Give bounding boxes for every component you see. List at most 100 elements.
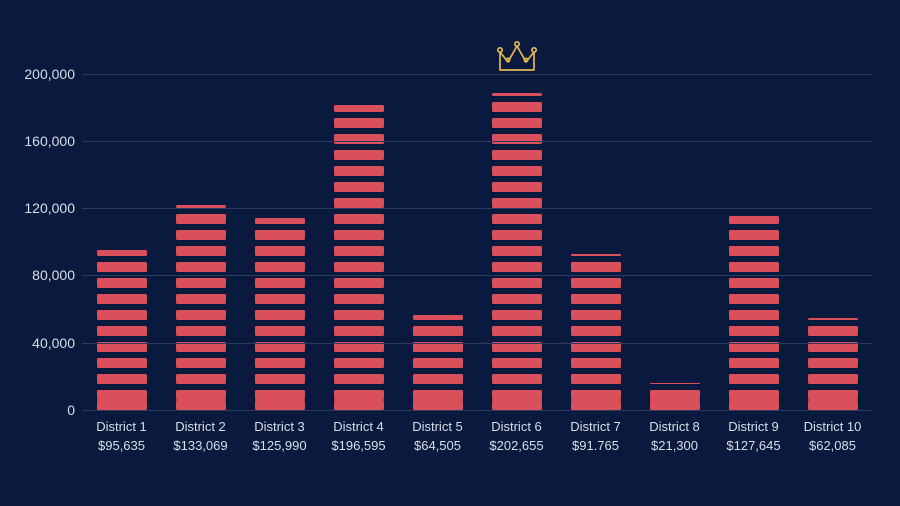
bar-slot [176, 40, 226, 410]
bar-segment [255, 246, 305, 256]
bar [97, 244, 147, 410]
bar-segment [334, 198, 384, 208]
bar-segment [492, 326, 542, 336]
bar-segment [492, 310, 542, 320]
bar-segment [808, 400, 858, 410]
bar-segment [413, 390, 463, 400]
bar-segment [334, 262, 384, 272]
bar-segment-partial [334, 105, 384, 112]
bar-segment [334, 134, 384, 144]
bar-segment [255, 310, 305, 320]
bar-segment [176, 374, 226, 384]
bar-segment [492, 198, 542, 208]
bars-container [82, 40, 872, 410]
bar-segment [413, 400, 463, 410]
category-value: $95,635 [96, 437, 147, 456]
bar [255, 212, 305, 410]
bar-segment [334, 166, 384, 176]
category-value: $91.765 [570, 437, 621, 456]
bar-slot [334, 40, 384, 410]
gridline [82, 275, 872, 276]
x-tick-label: District 1$95,635 [96, 418, 147, 456]
bar [808, 312, 858, 410]
bar-segment-partial [808, 318, 858, 320]
category-value: $202,655 [489, 437, 543, 456]
bar-slot [808, 40, 858, 410]
bar [176, 199, 226, 410]
bar-segment [729, 390, 779, 400]
bar-segment [176, 262, 226, 272]
bar-segment [492, 166, 542, 176]
y-tick-label: 200,000 [5, 66, 75, 82]
bar-segment [729, 358, 779, 368]
category-name: District 7 [570, 418, 621, 437]
bar-segment [334, 278, 384, 288]
bar-segment [571, 390, 621, 400]
bar-slot [413, 40, 463, 410]
bar-segment [729, 246, 779, 256]
category-name: District 2 [173, 418, 227, 437]
bar-segment [176, 310, 226, 320]
bar-segment [97, 374, 147, 384]
bar-segment [571, 278, 621, 288]
bar [413, 309, 463, 410]
bar-segment-partial [255, 218, 305, 224]
bar-segment [176, 400, 226, 410]
bar-segment [334, 230, 384, 240]
bar-segment [492, 182, 542, 192]
bar-segment [492, 102, 542, 112]
bar-segment [334, 400, 384, 410]
bar-segment [334, 182, 384, 192]
bar-segment-partial [492, 93, 542, 96]
bar-segment [97, 310, 147, 320]
bar-segment [729, 294, 779, 304]
bar-segment [97, 390, 147, 400]
bar-segment [492, 374, 542, 384]
bar-segment-partial [729, 216, 779, 224]
category-value: $133,069 [173, 437, 227, 456]
gridline [82, 74, 872, 75]
y-tick-label: 120,000 [5, 200, 75, 216]
bar-segment [413, 374, 463, 384]
category-value: $62,085 [804, 437, 862, 456]
category-name: District 4 [331, 418, 385, 437]
category-name: District 3 [252, 418, 306, 437]
bar-segment [255, 390, 305, 400]
bar-segment [571, 400, 621, 410]
bar-segment [176, 246, 226, 256]
category-name: District 9 [726, 418, 780, 437]
bar-slot [729, 40, 779, 410]
bar-segment [255, 262, 305, 272]
y-tick-label: 40,000 [5, 335, 75, 351]
bar-segment [255, 326, 305, 336]
bar-segment [650, 400, 700, 410]
bar-segment [97, 294, 147, 304]
category-name: District 8 [649, 418, 700, 437]
bar-segment [334, 390, 384, 400]
bar-segment [808, 326, 858, 336]
x-tick-label: District 5$64,505 [412, 418, 463, 456]
baseline [82, 410, 872, 411]
bar-segment [650, 390, 700, 400]
bar-segment [729, 262, 779, 272]
bar [492, 87, 542, 410]
gridline [82, 141, 872, 142]
bar-segment [729, 278, 779, 288]
bar-segment [492, 358, 542, 368]
bar-segment [571, 326, 621, 336]
bar-segment [571, 358, 621, 368]
bar [729, 210, 779, 410]
bar-segment [492, 400, 542, 410]
bar-segment [571, 374, 621, 384]
category-name: District 5 [412, 418, 463, 437]
bar-slot [571, 40, 621, 410]
bar-segment [255, 400, 305, 410]
category-value: $64,505 [412, 437, 463, 456]
x-tick-label: District 7$91.765 [570, 418, 621, 456]
bar-segment [334, 246, 384, 256]
bar-segment [334, 118, 384, 128]
bar-segment [492, 214, 542, 224]
bar-segment [97, 326, 147, 336]
x-tick-label: District 2$133,069 [173, 418, 227, 456]
bar-segment [571, 294, 621, 304]
